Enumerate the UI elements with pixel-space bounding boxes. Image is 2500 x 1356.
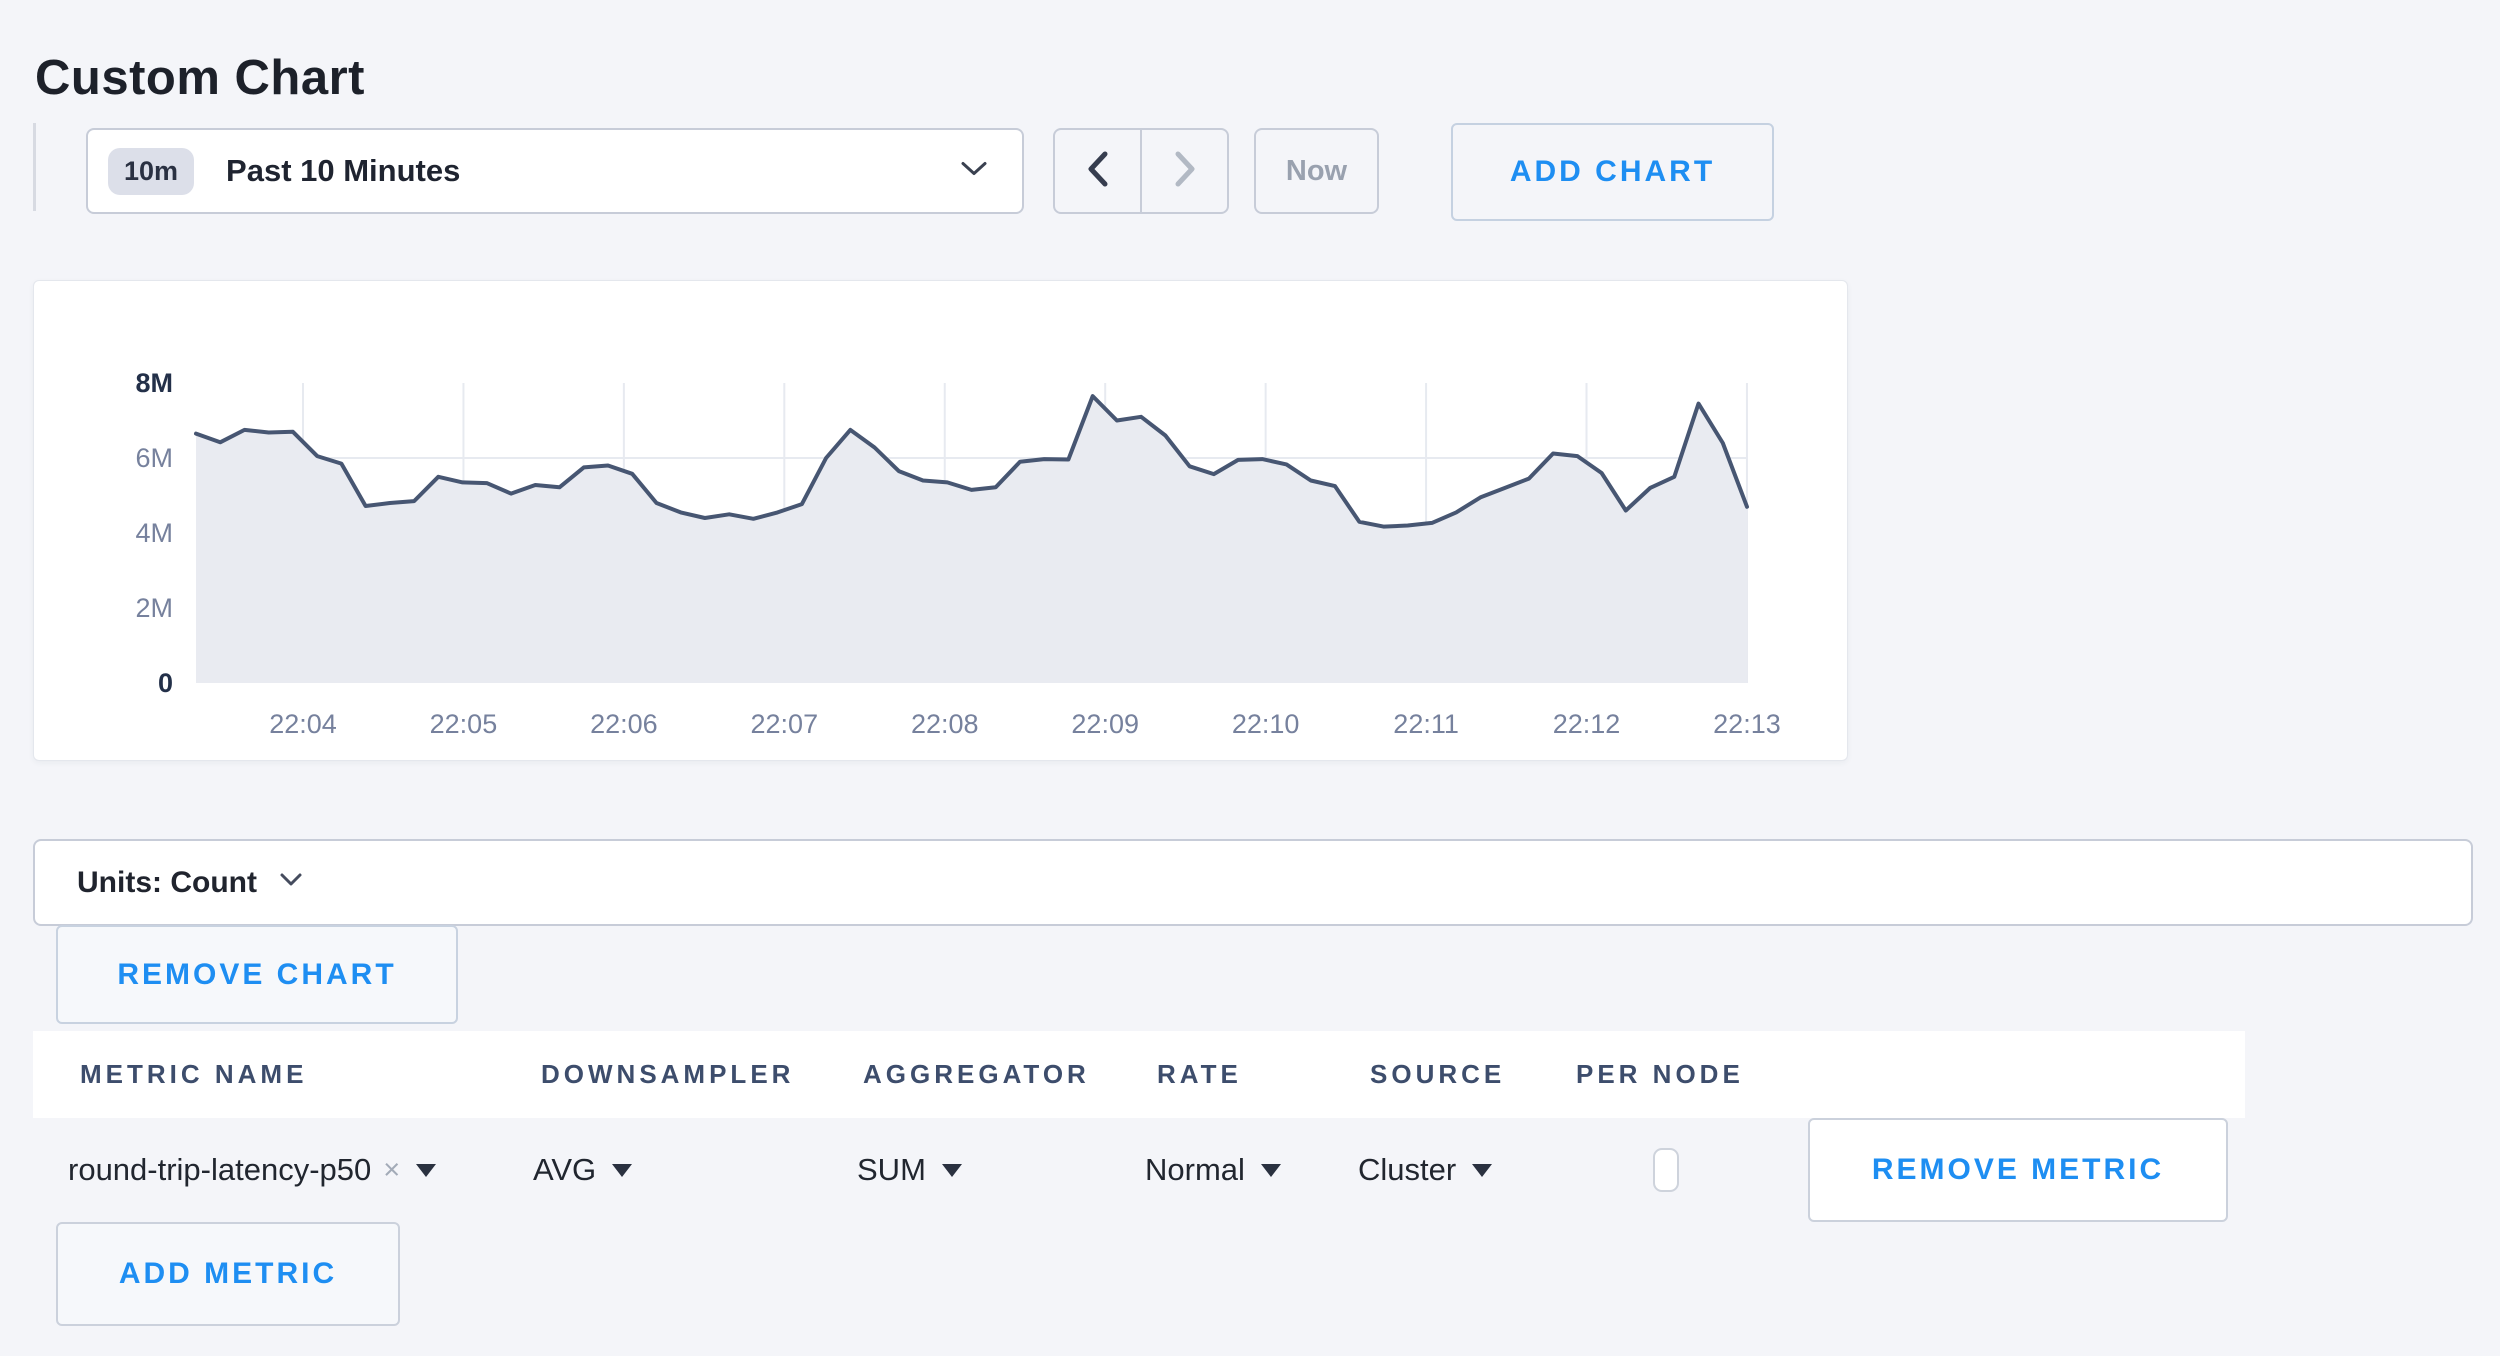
page-title: Custom Chart	[35, 51, 365, 105]
remove-metric-button[interactable]: REMOVE METRIC	[1808, 1118, 2228, 1222]
rate-dropdown[interactable]: Normal	[1145, 1118, 1281, 1222]
x-axis-tick-label: 22:06	[590, 709, 658, 739]
chevron-down-icon	[279, 872, 303, 893]
y-axis-tick-label: 4M	[135, 518, 173, 548]
source-value: Cluster	[1358, 1152, 1457, 1187]
column-header-aggregator: AGGREGATOR	[863, 1059, 1090, 1089]
series-area	[196, 396, 1747, 683]
time-range-dropdown[interactable]: 10m Past 10 Minutes	[86, 128, 1024, 214]
time-back-button[interactable]	[1055, 130, 1142, 212]
y-axis-tick-label: 2M	[135, 593, 173, 623]
toolbar-divider	[33, 123, 36, 211]
per-node-checkbox[interactable]	[1653, 1148, 1679, 1192]
downsampler-dropdown[interactable]: AVG	[533, 1118, 633, 1222]
metric-table-row: round-trip-latency-p50 × AVG SUM Normal …	[33, 1118, 2467, 1222]
y-axis-tick-label: 0	[158, 668, 173, 698]
x-axis-tick-label: 22:13	[1713, 709, 1781, 739]
units-dropdown[interactable]: Units: Count	[33, 839, 2473, 926]
x-axis-tick-label: 22:05	[430, 709, 498, 739]
units-label: Units: Count	[77, 865, 257, 899]
x-axis-tick-label: 22:09	[1071, 709, 1139, 739]
dropdown-caret-icon	[1472, 1163, 1493, 1177]
column-header-rate: RATE	[1157, 1059, 1242, 1089]
time-range-label: Past 10 Minutes	[226, 153, 461, 188]
dropdown-caret-icon	[416, 1163, 437, 1177]
dropdown-caret-icon	[612, 1163, 633, 1177]
x-axis-tick-label: 22:04	[269, 709, 337, 739]
metrics-table-header: METRIC NAME DOWNSAMPLER AGGREGATOR RATE …	[33, 1031, 2245, 1118]
chevron-right-icon	[1172, 150, 1198, 193]
source-dropdown[interactable]: Cluster	[1358, 1118, 1493, 1222]
x-axis-tick-label: 22:10	[1232, 709, 1300, 739]
y-axis-tick-label: 8M	[135, 368, 173, 398]
metric-name-value: round-trip-latency-p50	[68, 1152, 372, 1187]
y-axis-tick-label: 6M	[135, 443, 173, 473]
x-axis-tick-label: 22:12	[1553, 709, 1621, 739]
add-metric-button[interactable]: ADD METRIC	[56, 1222, 400, 1326]
column-header-metric-name: METRIC NAME	[80, 1059, 308, 1089]
dropdown-caret-icon	[1260, 1163, 1281, 1177]
chevron-down-icon	[960, 160, 988, 183]
timeseries-chart: 0 2M 4M 6M 8M 22:04 22:05 22:06 22:07 22:08 22:09 2…	[135, 368, 1781, 739]
time-forward-button[interactable]	[1142, 130, 1227, 212]
add-chart-button[interactable]: ADD CHART	[1451, 123, 1774, 221]
time-nav-group	[1053, 128, 1229, 214]
x-axis-tick-label: 22:08	[911, 709, 979, 739]
now-button[interactable]: Now	[1254, 128, 1379, 214]
dropdown-caret-icon	[941, 1163, 962, 1177]
metric-name-dropdown[interactable]: round-trip-latency-p50 ×	[68, 1118, 437, 1222]
chart-card: 0 2M 4M 6M 8M 22:04 22:05 22:06 22:07 22:08 22:09 2…	[33, 280, 1848, 761]
rate-value: Normal	[1145, 1152, 1245, 1187]
downsampler-value: AVG	[533, 1152, 597, 1187]
chevron-left-icon	[1085, 150, 1111, 193]
column-header-downsampler: DOWNSAMPLER	[541, 1059, 795, 1089]
column-header-per-node: PER NODE	[1576, 1059, 1744, 1089]
aggregator-dropdown[interactable]: SUM	[857, 1118, 962, 1222]
x-axis-tick-label: 22:07	[751, 709, 819, 739]
time-range-badge: 10m	[108, 147, 195, 195]
series-line	[194, 394, 1749, 529]
x-axis-tick-label: 22:11	[1393, 709, 1459, 739]
remove-tag-icon[interactable]: ×	[383, 1153, 401, 1186]
aggregator-value: SUM	[857, 1152, 926, 1187]
column-header-source: SOURCE	[1370, 1059, 1506, 1089]
remove-chart-button[interactable]: REMOVE CHART	[56, 925, 458, 1024]
